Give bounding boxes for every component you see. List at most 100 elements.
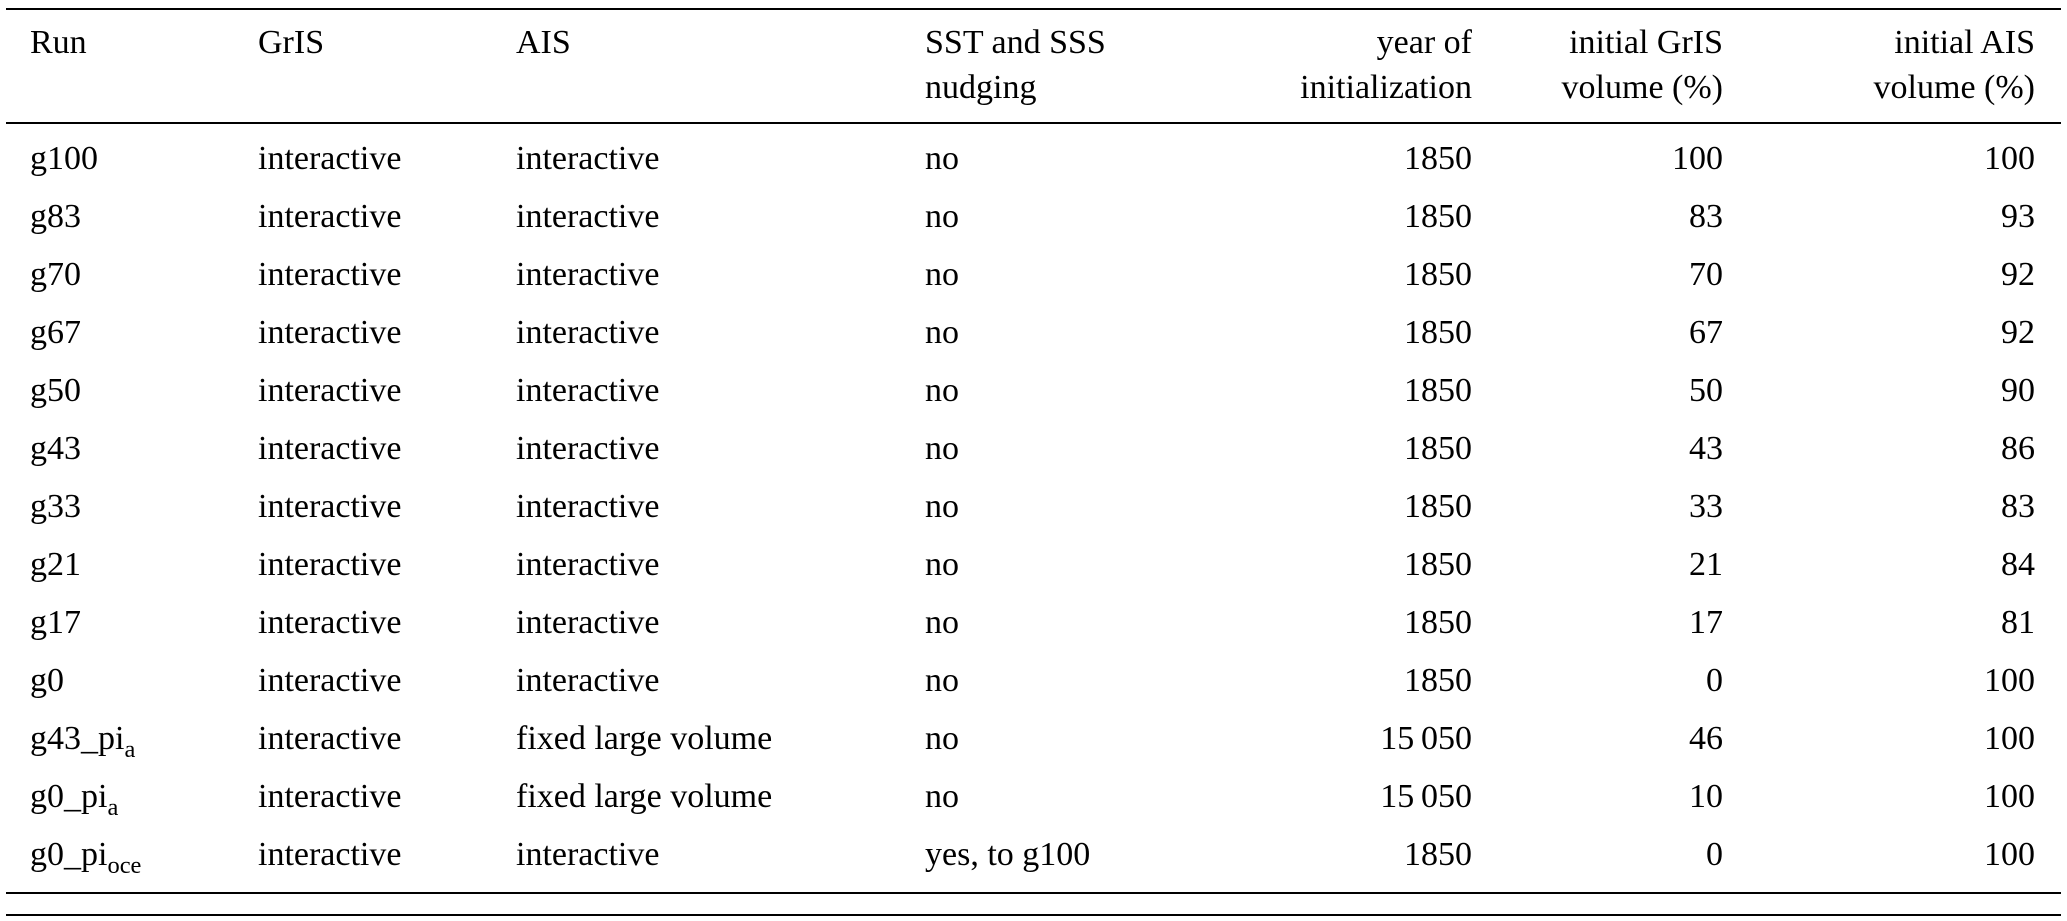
year-of-initialization-cell: 1850 [1404, 140, 1472, 177]
nudging-cell: no [925, 140, 959, 177]
nudging-cell: no [925, 198, 959, 235]
column-header-ais-volume: initial AIS volume (%) [1723, 9, 2061, 123]
table-row: g17 interactive interactive no 1850 17 81 [6, 594, 2061, 652]
initial-gris-volume-cell: 0 [1706, 836, 1723, 873]
run-name-cell: g0_pioce [30, 836, 142, 879]
run-name-cell: g43 [30, 430, 81, 467]
initial-ais-volume-cell: 100 [1984, 720, 2035, 757]
initial-gris-volume-cell: 0 [1706, 662, 1723, 699]
nudging-cell: no [925, 546, 959, 583]
ais-cell: fixed large volume [516, 778, 773, 815]
ais-cell: fixed large volume [516, 720, 773, 757]
year-of-initialization-cell: 1850 [1404, 836, 1472, 873]
run-name-cell: g83 [30, 198, 81, 235]
run-name-cell: g70 [30, 256, 81, 293]
table-row: g21 interactive interactive no 1850 21 84 [6, 536, 2061, 594]
ais-cell: interactive [516, 256, 660, 293]
column-header-ais: AIS [516, 9, 925, 123]
nudging-cell: no [925, 430, 959, 467]
year-of-initialization-cell: 1850 [1404, 256, 1472, 293]
initial-ais-volume-cell: 100 [1984, 140, 2035, 177]
column-header-line: AIS [516, 24, 571, 61]
run-name-cell: g43_pia [30, 720, 136, 763]
runs-table: Run GrIS AIS SST and SSS nudging year of initi… [6, 8, 2061, 894]
year-of-initialization-cell: 1850 [1404, 198, 1472, 235]
gris-cell: interactive [258, 140, 402, 177]
gris-cell: interactive [258, 314, 402, 351]
nudging-cell: no [925, 662, 959, 699]
gris-cell: interactive [258, 720, 402, 757]
gris-cell: interactive [258, 662, 402, 699]
initial-gris-volume-cell: 33 [1689, 488, 1723, 525]
initial-ais-volume-cell: 86 [2001, 430, 2035, 467]
ais-cell: interactive [516, 430, 660, 467]
year-of-initialization-cell: 1850 [1404, 488, 1472, 525]
column-header-line: initial AIS [1894, 24, 2035, 61]
ais-cell: interactive [516, 604, 660, 641]
run-name-subscript: a [124, 735, 136, 763]
nudging-cell: no [925, 778, 959, 815]
initial-gris-volume-cell: 70 [1689, 256, 1723, 293]
initial-gris-volume-cell: 46 [1689, 720, 1723, 757]
table-row: g43_pia interactive fixed large volume no 15… [6, 710, 2061, 768]
nudging-cell: no [925, 488, 959, 525]
initial-gris-volume-cell: 50 [1689, 372, 1723, 409]
initial-ais-volume-cell: 84 [2001, 546, 2035, 583]
column-header-line: initial GrIS [1569, 24, 1723, 61]
table-header: Run GrIS AIS SST and SSS nudging year of initi… [6, 9, 2061, 123]
run-name-subscript: oce [107, 851, 142, 879]
gris-cell: interactive [258, 430, 402, 467]
column-header-line: volume (%) [1561, 69, 1723, 106]
gris-cell: interactive [258, 836, 402, 873]
nudging-cell: no [925, 256, 959, 293]
bottom-rule [6, 914, 2061, 916]
table-row: g100 interactive interactive no 1850 100 100 [6, 123, 2061, 188]
run-name-cell: g100 [30, 140, 98, 177]
year-of-initialization-cell: 1850 [1404, 662, 1472, 699]
initial-gris-volume-cell: 67 [1689, 314, 1723, 351]
year-of-initialization-cell: 15 050 [1380, 720, 1472, 757]
gris-cell: interactive [258, 778, 402, 815]
gris-cell: interactive [258, 488, 402, 525]
column-header-year: year of initialization [1196, 9, 1472, 123]
ais-cell: interactive [516, 140, 660, 177]
run-name-cell: g50 [30, 372, 81, 409]
ais-cell: interactive [516, 372, 660, 409]
ais-cell: interactive [516, 662, 660, 699]
run-name-cell: g17 [30, 604, 81, 641]
gris-cell: interactive [258, 372, 402, 409]
table-row: g0_pioce interactive interactive yes, to g1… [6, 826, 2061, 893]
table-row: g70 interactive interactive no 1850 70 92 [6, 246, 2061, 304]
initial-gris-volume-cell: 100 [1672, 140, 1723, 177]
year-of-initialization-cell: 1850 [1404, 430, 1472, 467]
table-row: g0_pia interactive fixed large volume no 15 … [6, 768, 2061, 826]
column-header-gris-volume: initial GrIS volume (%) [1472, 9, 1723, 123]
initial-ais-volume-cell: 90 [2001, 372, 2035, 409]
ais-cell: interactive [516, 314, 660, 351]
column-header-line: nudging [925, 69, 1037, 106]
column-header-line: Run [30, 24, 87, 61]
initial-ais-volume-cell: 93 [2001, 198, 2035, 235]
column-header-line: year of [1376, 24, 1472, 61]
nudging-cell: no [925, 720, 959, 757]
table-row: g67 interactive interactive no 1850 67 92 [6, 304, 2061, 362]
initial-ais-volume-cell: 100 [1984, 662, 2035, 699]
table-row: g50 interactive interactive no 1850 50 90 [6, 362, 2061, 420]
year-of-initialization-cell: 1850 [1404, 546, 1472, 583]
run-name-cell: g67 [30, 314, 81, 351]
column-header-gris: GrIS [258, 9, 516, 123]
run-name-subscript: a [107, 793, 119, 821]
run-name-cell: g33 [30, 488, 81, 525]
ais-cell: interactive [516, 546, 660, 583]
ais-cell: interactive [516, 836, 660, 873]
column-header-line: initialization [1300, 69, 1472, 106]
initial-ais-volume-cell: 92 [2001, 314, 2035, 351]
nudging-cell: no [925, 314, 959, 351]
gris-cell: interactive [258, 604, 402, 641]
column-header-nudging: SST and SSS nudging [925, 9, 1196, 123]
ais-cell: interactive [516, 198, 660, 235]
table-row: g43 interactive interactive no 1850 43 86 [6, 420, 2061, 478]
column-header-run: Run [6, 9, 258, 123]
ais-cell: interactive [516, 488, 660, 525]
run-name-cell: g0_pia [30, 778, 119, 821]
